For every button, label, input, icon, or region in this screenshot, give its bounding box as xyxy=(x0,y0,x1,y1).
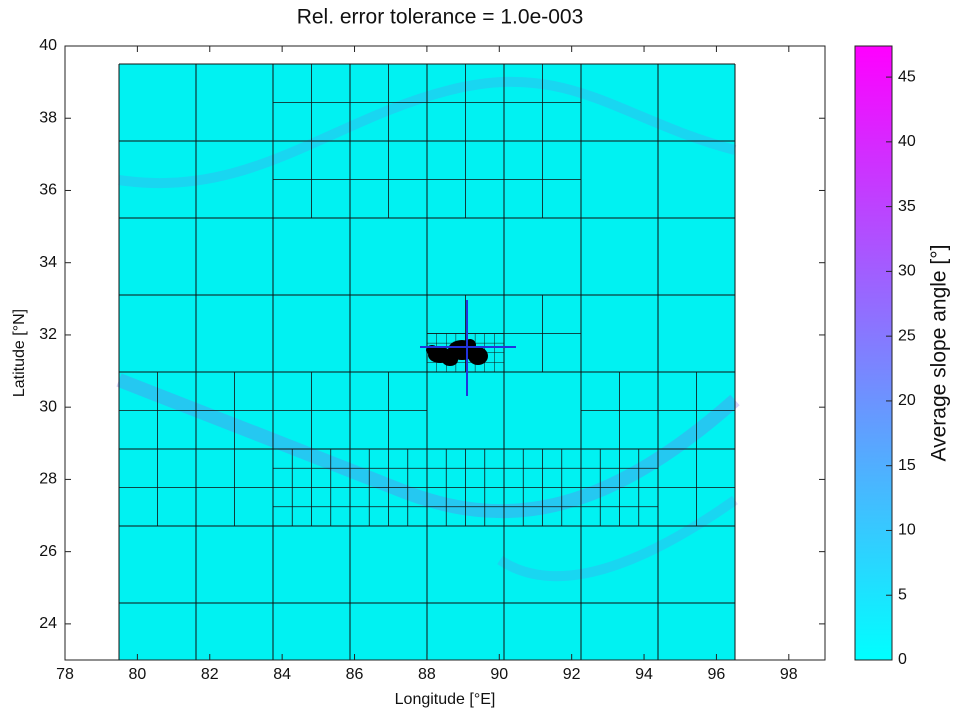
colorbar-label: Average slope angle [°] xyxy=(928,245,951,462)
colorbar-tick-label: 35 xyxy=(898,198,916,215)
y-tick-label: 38 xyxy=(39,109,57,126)
colorbar-tick-label: 40 xyxy=(898,133,916,150)
x-tick-label: 88 xyxy=(418,666,436,683)
x-tick-label: 82 xyxy=(201,666,219,683)
y-tick-label: 32 xyxy=(39,326,57,343)
colorbar-tick-label: 30 xyxy=(898,263,916,280)
y-tick-label: 30 xyxy=(39,398,57,415)
y-tick-label: 36 xyxy=(39,182,57,199)
colorbar-tick-label: 25 xyxy=(898,327,916,344)
terrain-texture xyxy=(118,76,737,189)
colorbar-tick-label: 15 xyxy=(898,457,916,474)
colorbar-tick-label: 20 xyxy=(898,392,916,409)
x-tick-label: 96 xyxy=(708,666,726,683)
x-tick-label: 86 xyxy=(346,666,364,683)
terrain-texture xyxy=(497,495,738,582)
refined-region xyxy=(464,339,476,351)
colorbar-tick-label: 5 xyxy=(898,586,907,603)
x-tick-label: 78 xyxy=(56,666,74,683)
y-tick-label: 34 xyxy=(39,254,57,271)
refined-region xyxy=(468,347,488,365)
colorbar-tick-label: 45 xyxy=(898,68,916,85)
x-tick-label: 80 xyxy=(128,666,146,683)
y-tick-label: 26 xyxy=(39,543,57,560)
x-tick-label: 92 xyxy=(563,666,581,683)
x-axis-label: Longitude [°E] xyxy=(395,691,496,708)
x-tick-label: 90 xyxy=(490,666,508,683)
x-tick-label: 84 xyxy=(273,666,291,683)
colorbar xyxy=(854,45,893,661)
colorbar-tick-label: 0 xyxy=(898,651,907,668)
plot-frame xyxy=(64,45,826,661)
colorbar-tick-label: 10 xyxy=(898,522,916,539)
x-tick-label: 94 xyxy=(635,666,653,683)
x-tick-label: 98 xyxy=(780,666,798,683)
y-tick-label: 40 xyxy=(39,37,57,54)
terrain-texture xyxy=(116,373,740,519)
map xyxy=(116,63,740,660)
y-axis-label: Latitude [°N] xyxy=(11,309,28,397)
y-tick-label: 24 xyxy=(39,615,57,632)
chart-title: Rel. error tolerance = 1.0e-003 xyxy=(297,6,584,29)
y-tick-label: 28 xyxy=(39,471,57,488)
refined-region xyxy=(442,354,458,366)
